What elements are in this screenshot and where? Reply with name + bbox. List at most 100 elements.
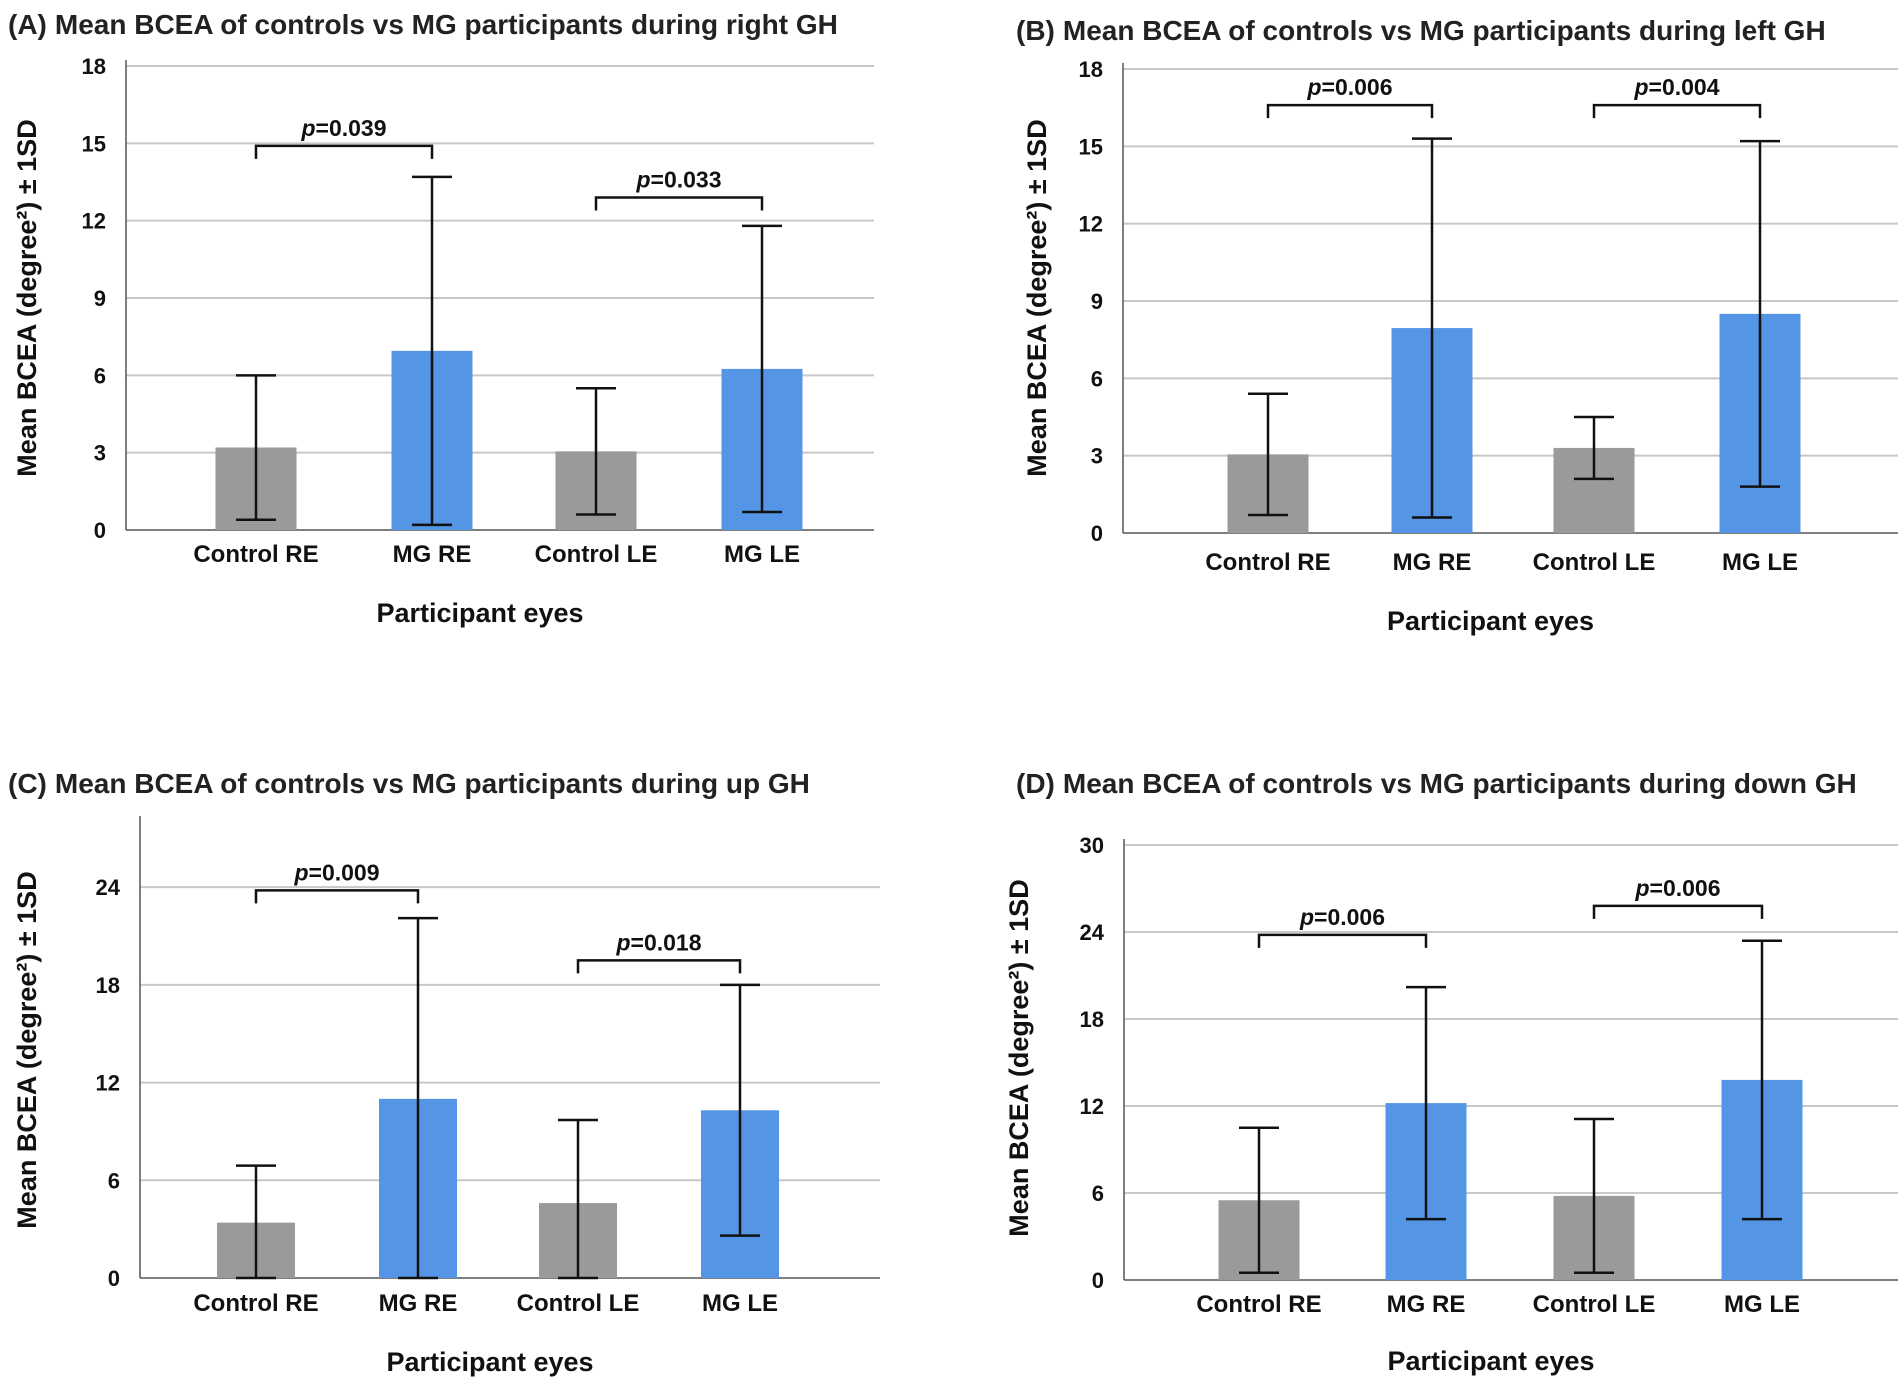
p-value: =0.004 [1649, 74, 1720, 100]
p-value-label: p=0.006 [1306, 74, 1392, 100]
y-tick-label: 18 [1080, 1007, 1104, 1032]
category-label: MG LE [724, 541, 800, 568]
significance-bracket: p=0.039 [254, 115, 434, 159]
error-bar-control-le [1574, 415, 1614, 481]
error-bar-control-le [576, 386, 616, 516]
y-tick-label: 30 [1080, 833, 1104, 858]
p-symbol: p [300, 115, 315, 141]
category-label: Control RE [193, 1290, 318, 1317]
x-axis-title: Participant eyes [1387, 606, 1594, 636]
category-label: Control RE [193, 541, 318, 568]
p-value: =0.006 [1314, 904, 1385, 930]
p-value-label: p=0.018 [615, 929, 701, 955]
bracket-line [254, 144, 434, 159]
p-symbol: p [635, 166, 650, 192]
bracket-line [576, 959, 742, 974]
p-value: =0.009 [309, 859, 380, 885]
p-symbol: p [615, 929, 630, 955]
chart-panel-d: (D) Mean BCEA of controls vs MG participa… [1004, 768, 1898, 1376]
y-tick-label: 9 [1091, 289, 1103, 314]
error-bar-control-le [558, 1118, 598, 1280]
bracket-line [1592, 904, 1764, 919]
y-tick-label: 15 [82, 131, 106, 156]
category-label: Control LE [517, 1290, 640, 1317]
error-bar-mg-le [720, 983, 760, 1237]
p-value-label: p=0.006 [1634, 875, 1720, 901]
category-label: MG LE [1722, 549, 1798, 576]
y-tick-label: 0 [108, 1266, 120, 1291]
significance-bracket: p=0.006 [1266, 74, 1434, 119]
significance-bracket: p=0.004 [1592, 74, 1762, 119]
title-text: Mean BCEA of controls vs MG participants… [1063, 768, 1857, 799]
p-value-label: p=0.004 [1633, 74, 1719, 100]
p-symbol: p [1299, 904, 1314, 930]
panel-label: (C) [8, 768, 47, 799]
title-text: Mean BCEA of controls vs MG participants… [55, 768, 810, 799]
chart-title: (C) Mean BCEA of controls vs MG participa… [8, 768, 810, 799]
error-bar-mg-re [398, 916, 438, 1280]
error-bar-mg-le [1740, 139, 1780, 488]
category-label: MG LE [1724, 1291, 1800, 1318]
p-value: =0.033 [651, 166, 722, 192]
y-tick-label: 12 [1080, 1094, 1104, 1119]
y-tick-label: 12 [82, 209, 106, 234]
x-axis-title: Participant eyes [376, 598, 583, 628]
y-tick-label: 9 [94, 286, 106, 311]
error-bar-mg-re [1406, 985, 1446, 1221]
category-label: Control RE [1205, 549, 1330, 576]
bracket-line [594, 196, 764, 211]
error-bar-control-re [1239, 1126, 1279, 1274]
p-symbol: p [293, 859, 308, 885]
bracket-line [1266, 103, 1434, 119]
y-tick-label: 24 [1080, 920, 1105, 945]
p-symbol: p [1634, 875, 1649, 901]
category-label: MG RE [379, 1290, 458, 1317]
error-bar-control-re [236, 374, 276, 521]
chart-title: (A) Mean BCEA of controls vs MG participa… [8, 9, 838, 40]
bracket-line [1592, 103, 1762, 119]
error-bar-mg-re [412, 175, 452, 527]
category-label: Control LE [1533, 549, 1656, 576]
bracket-line [1257, 933, 1428, 948]
x-axis-title: Participant eyes [386, 1347, 593, 1377]
chart-panel-b: (B) Mean BCEA of controls vs MG participa… [1016, 15, 1898, 636]
p-symbol: p [1633, 74, 1648, 100]
significance-bracket: p=0.033 [594, 166, 764, 211]
y-tick-label: 6 [94, 363, 106, 388]
title-text: Mean BCEA of controls vs MG participants… [55, 9, 838, 40]
chart-title: (B) Mean BCEA of controls vs MG participa… [1016, 15, 1826, 46]
chart-panel-c: (C) Mean BCEA of controls vs MG participa… [8, 768, 880, 1377]
y-axis-title: Mean BCEA (degree²) ± 1SD [1022, 119, 1052, 476]
y-tick-label: 12 [96, 1071, 120, 1096]
p-symbol: p [1306, 74, 1321, 100]
y-tick-label: 18 [1079, 57, 1103, 82]
y-tick-label: 3 [94, 441, 106, 466]
y-tick-label: 3 [1091, 444, 1103, 469]
p-value: =0.006 [1322, 74, 1393, 100]
panel-label: (D) [1016, 768, 1055, 799]
y-tick-label: 12 [1079, 212, 1103, 237]
title-text: Mean BCEA of controls vs MG participants… [1063, 15, 1826, 46]
error-bar-mg-le [742, 224, 782, 514]
y-tick-label: 0 [94, 518, 106, 543]
category-label: Control RE [1196, 1291, 1321, 1318]
significance-bracket: p=0.006 [1257, 904, 1428, 948]
chart-panel-a: (A) Mean BCEA of controls vs MG participa… [8, 9, 874, 628]
category-label: MG RE [1387, 1291, 1466, 1318]
error-bar-mg-le [1742, 939, 1782, 1221]
bracket-line [254, 889, 420, 904]
significance-bracket: p=0.018 [576, 929, 742, 974]
significance-bracket: p=0.009 [254, 859, 420, 904]
chart-title: (D) Mean BCEA of controls vs MG participa… [1016, 768, 1857, 799]
error-bar-control-re [236, 1164, 276, 1280]
category-label: Control LE [535, 541, 658, 568]
p-value-label: p=0.009 [293, 859, 379, 885]
y-axis-title: Mean BCEA (degree²) ± 1SD [12, 871, 42, 1228]
category-label: MG RE [1393, 549, 1472, 576]
p-value-label: p=0.006 [1299, 904, 1385, 930]
category-label: Control LE [1533, 1291, 1656, 1318]
p-value: =0.018 [631, 929, 702, 955]
y-tick-label: 15 [1079, 134, 1103, 159]
y-axis-title: Mean BCEA (degree²) ± 1SD [12, 119, 42, 476]
